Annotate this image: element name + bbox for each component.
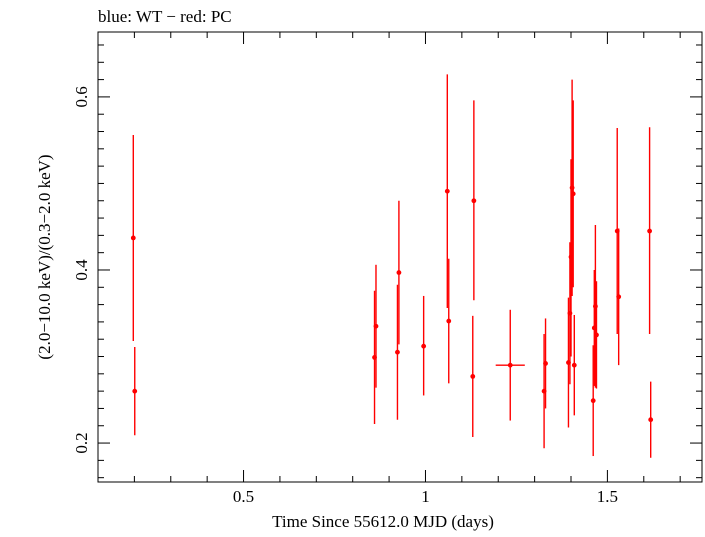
y-tick-label: 0.6	[72, 86, 91, 107]
data-point	[396, 270, 402, 275]
chart-title: blue: WT − red: PC	[98, 7, 232, 26]
data-point	[616, 294, 622, 300]
data-point	[444, 188, 450, 194]
data-point	[590, 398, 596, 404]
x-tick-label: 0.5	[233, 487, 254, 506]
data-point	[471, 198, 477, 204]
data-point	[543, 361, 548, 366]
x-axis-label: Time Since 55612.0 MJD (days)	[272, 512, 494, 531]
x-tick-label: 1	[421, 487, 430, 506]
data-point	[648, 417, 654, 423]
data-point	[570, 191, 576, 197]
data-point	[132, 388, 138, 394]
data-layer	[130, 74, 654, 458]
data-point	[446, 318, 452, 324]
data-point	[470, 374, 476, 379]
x-axis-tick-labels: 0.5 1 1.5	[233, 487, 618, 506]
series-pc	[130, 74, 654, 458]
data-point	[373, 323, 379, 329]
y-tick-label: 0.2	[72, 432, 91, 453]
data-point	[647, 228, 653, 234]
data-point	[395, 349, 400, 355]
y-tick-label: 0.4	[72, 259, 91, 281]
data-point	[594, 332, 599, 338]
x-tick-label: 1.5	[597, 487, 618, 506]
data-point	[130, 235, 136, 241]
y-axis-label: (2.0−10.0 keV)/(0.3−2.0 keV)	[35, 154, 54, 359]
plot-frame	[97, 31, 703, 483]
y-axis-tick-labels: 0.2 0.4 0.6	[72, 86, 91, 453]
y-axis-ticks	[98, 44, 702, 479]
data-point	[421, 343, 427, 349]
x-axis-ticks	[97, 32, 681, 482]
data-point	[507, 362, 513, 368]
data-point	[571, 362, 577, 368]
